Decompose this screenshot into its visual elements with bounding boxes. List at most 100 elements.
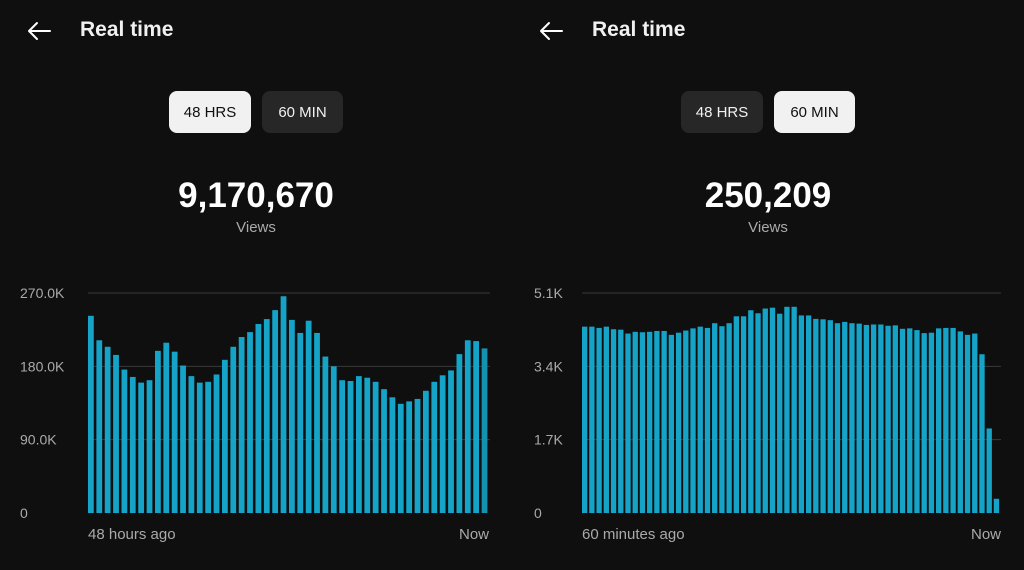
chart-bar[interactable] [618, 329, 624, 513]
chart-bar[interactable] [813, 318, 819, 513]
chart-bar[interactable] [784, 306, 790, 513]
chart-bar[interactable] [827, 320, 833, 513]
chart-bar[interactable] [972, 333, 978, 513]
chart-bar[interactable] [979, 354, 985, 513]
chart-bar[interactable] [414, 398, 421, 513]
chart-bar[interactable] [431, 381, 438, 513]
toggle-60-min[interactable]: 60 MIN [262, 91, 343, 133]
chart-bar[interactable] [129, 376, 136, 513]
chart-bar[interactable] [464, 340, 471, 513]
chart-bar[interactable] [986, 428, 992, 513]
chart-bar[interactable] [603, 326, 609, 513]
chart-bar[interactable] [625, 333, 631, 513]
chart-bar[interactable] [842, 321, 848, 513]
chart-bar[interactable] [372, 381, 379, 513]
chart-bar[interactable] [647, 331, 653, 513]
chart-bar[interactable] [339, 380, 346, 513]
chart-bar[interactable] [423, 390, 429, 513]
chart-bar[interactable] [943, 327, 949, 513]
chart-bar[interactable] [870, 324, 877, 513]
chart-bar[interactable] [439, 375, 446, 513]
chart-bar[interactable] [993, 498, 1000, 513]
chart-bar[interactable] [856, 323, 862, 513]
chart-bar[interactable] [964, 334, 971, 513]
chart-bar[interactable] [213, 374, 220, 513]
chart-bar[interactable] [661, 330, 667, 513]
chart-bar[interactable] [675, 332, 682, 513]
chart-bar[interactable] [96, 340, 103, 513]
chart-bar[interactable] [222, 359, 228, 513]
chart-bar[interactable] [596, 327, 602, 513]
chart-bar[interactable] [914, 330, 920, 513]
chart-bar[interactable] [878, 324, 884, 513]
chart-bar[interactable] [171, 351, 178, 513]
chart-bar[interactable] [834, 323, 841, 513]
chart-bar[interactable] [668, 334, 675, 513]
toggle-48-hrs[interactable]: 48 HRS [169, 91, 251, 133]
chart-bar[interactable] [456, 354, 463, 513]
chart-bar[interactable] [113, 354, 119, 513]
chart-bar[interactable] [280, 296, 287, 513]
chart-bar[interactable] [957, 331, 963, 513]
chart-bar[interactable] [389, 397, 396, 513]
chart-bar[interactable] [146, 380, 153, 513]
chart-bar[interactable] [935, 328, 942, 513]
chart-bar[interactable] [272, 310, 279, 513]
chart-bar[interactable] [322, 356, 329, 513]
chart-bar[interactable] [138, 382, 145, 513]
chart-bar[interactable] [849, 323, 855, 513]
chart-bar[interactable] [406, 401, 413, 513]
chart-bar[interactable] [719, 326, 725, 513]
chart-bar[interactable] [448, 370, 454, 513]
chart-bar[interactable] [88, 315, 94, 513]
chart-bar[interactable] [473, 341, 480, 513]
chart-bar[interactable] [255, 323, 262, 513]
chart-bar[interactable] [205, 381, 212, 513]
chart-bar[interactable] [762, 308, 768, 513]
chart-bar[interactable] [104, 346, 111, 513]
chart-bar[interactable] [928, 332, 935, 513]
chart-bar[interactable] [356, 376, 362, 513]
chart-bar[interactable] [712, 323, 718, 513]
chart-bar[interactable] [748, 310, 754, 513]
chart-bar[interactable] [899, 328, 906, 513]
chart-bar[interactable] [755, 313, 761, 513]
chart-bar[interactable] [163, 342, 170, 513]
chart-bar[interactable] [885, 325, 891, 513]
chart-bar[interactable] [740, 316, 747, 513]
chart-bar[interactable] [791, 306, 797, 513]
chart-bar[interactable] [863, 324, 870, 513]
chart-bar[interactable] [481, 348, 488, 513]
chart-bar[interactable] [180, 365, 186, 513]
chart-bar[interactable] [907, 328, 913, 513]
chart-bar[interactable] [820, 319, 826, 513]
chart-bar[interactable] [238, 337, 245, 513]
chart-bar[interactable] [188, 376, 195, 513]
chart-bar[interactable] [381, 389, 387, 513]
chart-bar[interactable] [297, 332, 304, 513]
back-button[interactable] [24, 16, 54, 46]
chart-bar[interactable] [582, 326, 588, 513]
chart-bar[interactable] [805, 315, 812, 513]
chart-bar[interactable] [632, 331, 638, 513]
chart-bar[interactable] [769, 307, 776, 513]
chart-bar[interactable] [798, 315, 805, 513]
chart-bar[interactable] [950, 327, 956, 513]
chart-bar[interactable] [397, 403, 404, 513]
chart-bar[interactable] [247, 332, 253, 513]
chart-bar[interactable] [230, 346, 237, 513]
toggle-48-hrs[interactable]: 48 HRS [681, 91, 763, 133]
chart-bar[interactable] [733, 316, 740, 513]
chart-bar[interactable] [697, 326, 703, 513]
chart-bar[interactable] [777, 313, 783, 513]
chart-bar[interactable] [892, 325, 898, 513]
toggle-60-min[interactable]: 60 MIN [774, 91, 855, 133]
chart-bar[interactable] [704, 327, 711, 513]
chart-bar[interactable] [314, 332, 320, 513]
chart-bar[interactable] [690, 328, 696, 513]
chart-bar[interactable] [654, 330, 660, 513]
chart-bar[interactable] [921, 333, 927, 513]
chart-bar[interactable] [305, 320, 312, 513]
back-button[interactable] [536, 16, 566, 46]
chart-bar[interactable] [610, 329, 617, 513]
